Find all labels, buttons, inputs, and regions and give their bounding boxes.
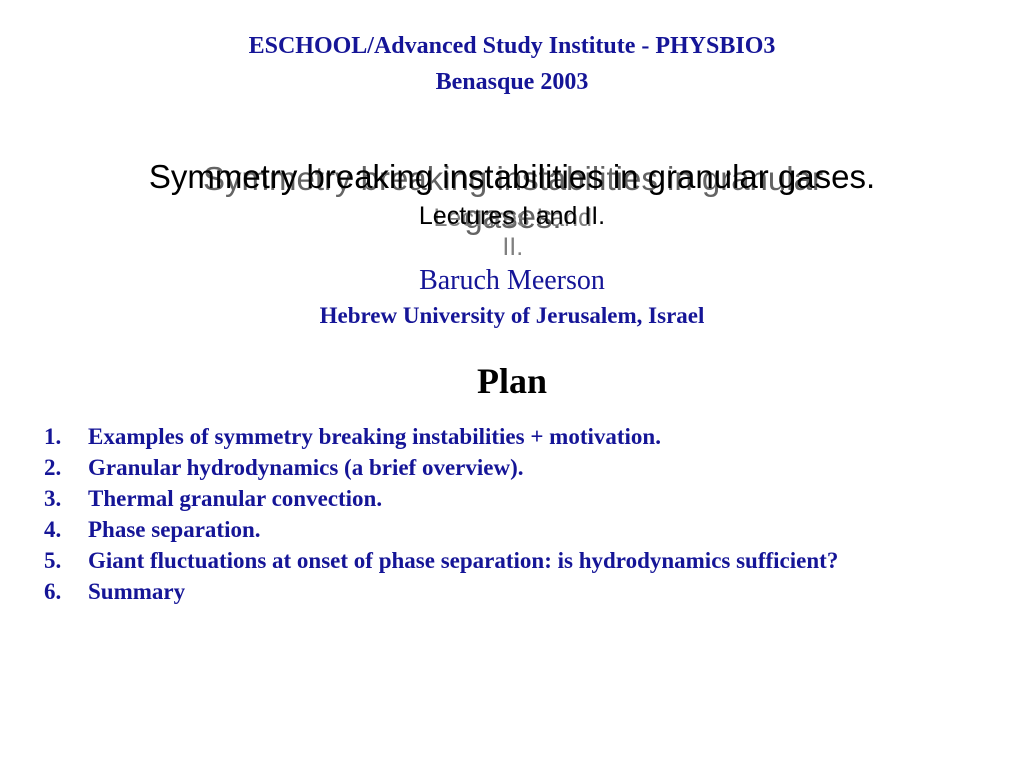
- author-name: Baruch Meerson: [0, 261, 1024, 300]
- author-affiliation: Hebrew University of Jerusalem, Israel: [0, 300, 1024, 332]
- plan-item: Granular hydrodynamics (a brief overview…: [44, 453, 984, 483]
- author-block: Baruch Meerson Hebrew University of Jeru…: [0, 261, 1024, 332]
- header-line-2: Benasque 2003: [0, 64, 1024, 100]
- header-block: ESCHOOL/Advanced Study Institute - PHYSB…: [0, 0, 1024, 100]
- plan-heading: Plan: [0, 360, 1024, 402]
- plan-item: Examples of symmetry breaking instabilit…: [44, 422, 984, 452]
- plan-item: Giant fluctuations at onset of phase sep…: [44, 546, 984, 576]
- main-title: Symmetry breaking instabilities in granu…: [149, 158, 875, 196]
- plan-item: Phase separation.: [44, 515, 984, 545]
- header-line-1: ESCHOOL/Advanced Study Institute - PHYSB…: [0, 28, 1024, 64]
- title-block: Symmetry breaking instabilities in granu…: [0, 158, 1024, 231]
- subtitle: Lectures I and II.: [419, 202, 605, 231]
- plan-item: Summary: [44, 577, 984, 607]
- plan-list: Examples of symmetry breaking instabilit…: [0, 422, 1024, 606]
- plan-item: Thermal granular convection.: [44, 484, 984, 514]
